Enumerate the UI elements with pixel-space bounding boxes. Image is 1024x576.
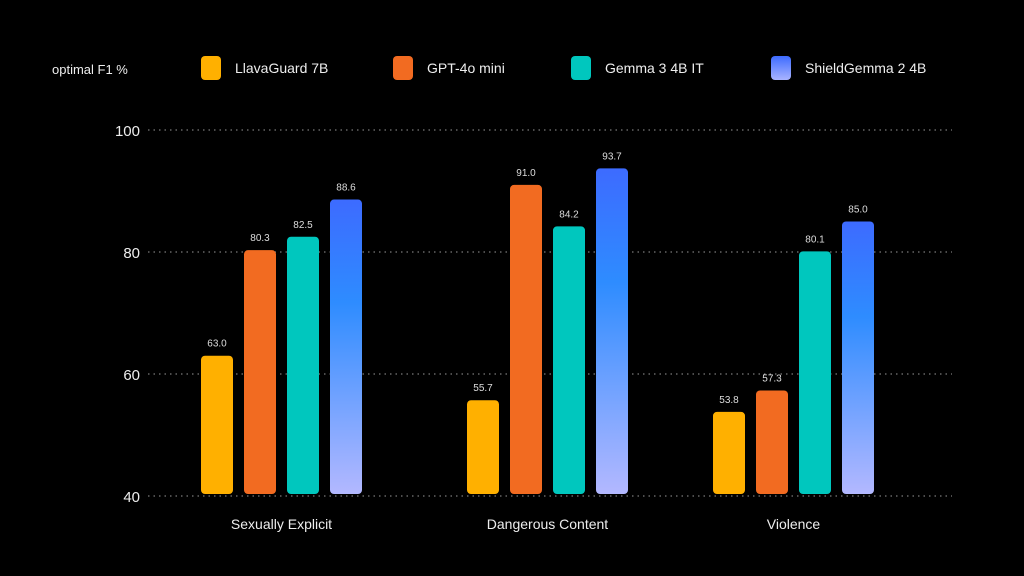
legend-label: ShieldGemma 2 4B: [805, 60, 927, 76]
data-label: 57.3: [762, 373, 782, 384]
legend-item-shieldgemma: ShieldGemma 2 4B: [771, 56, 926, 80]
data-label: 80.3: [250, 233, 270, 244]
bar: [510, 184, 542, 494]
data-label: 55.7: [473, 383, 493, 394]
data-label: 82.5: [293, 220, 313, 231]
bar: [842, 221, 874, 494]
data-label: 93.7: [602, 151, 622, 162]
legend-item-llavaguard: LlavaGuard 7B: [201, 56, 328, 80]
legend-label: GPT-4o mini: [427, 60, 505, 76]
data-label: 63.0: [207, 339, 227, 350]
legend-swatch: [571, 56, 591, 80]
legend-label: LlavaGuard 7B: [235, 60, 329, 76]
bar: [713, 411, 745, 494]
y-tick-label: 80: [123, 245, 140, 262]
x-tick-label: Dangerous Content: [487, 516, 609, 532]
data-label: 91.0: [516, 168, 536, 179]
y-tick-label: 100: [115, 123, 140, 140]
bar: [244, 250, 276, 494]
x-tick-label: Violence: [767, 516, 821, 532]
y-axis-label: optimal F1 %: [52, 62, 128, 77]
y-tick-label: 40: [123, 489, 140, 506]
bar: [799, 251, 831, 494]
data-label: 84.2: [559, 209, 579, 220]
bar: [553, 226, 585, 494]
legend-swatch: [201, 56, 221, 80]
data-label: 53.8: [719, 395, 739, 406]
bar: [201, 355, 233, 494]
legend-swatch: [393, 56, 413, 80]
bar: [467, 400, 499, 494]
data-label: 88.6: [336, 183, 356, 194]
x-tick-label: Sexually Explicit: [231, 516, 332, 532]
legend-label: Gemma 3 4B IT: [605, 60, 704, 76]
legend-item-gpt4o-mini: GPT-4o mini: [393, 56, 505, 80]
bar: [287, 236, 319, 494]
bar: [756, 390, 788, 494]
bar: [330, 199, 362, 495]
bar: [596, 168, 628, 494]
legend: LlavaGuard 7B GPT-4o mini Gemma 3 4B IT …: [0, 56, 1024, 82]
legend-item-gemma3: Gemma 3 4B IT: [571, 56, 704, 80]
data-label: 85.0: [848, 205, 868, 216]
y-tick-label: 60: [123, 367, 140, 384]
data-label: 80.1: [805, 234, 825, 245]
legend-swatch: [771, 56, 791, 80]
